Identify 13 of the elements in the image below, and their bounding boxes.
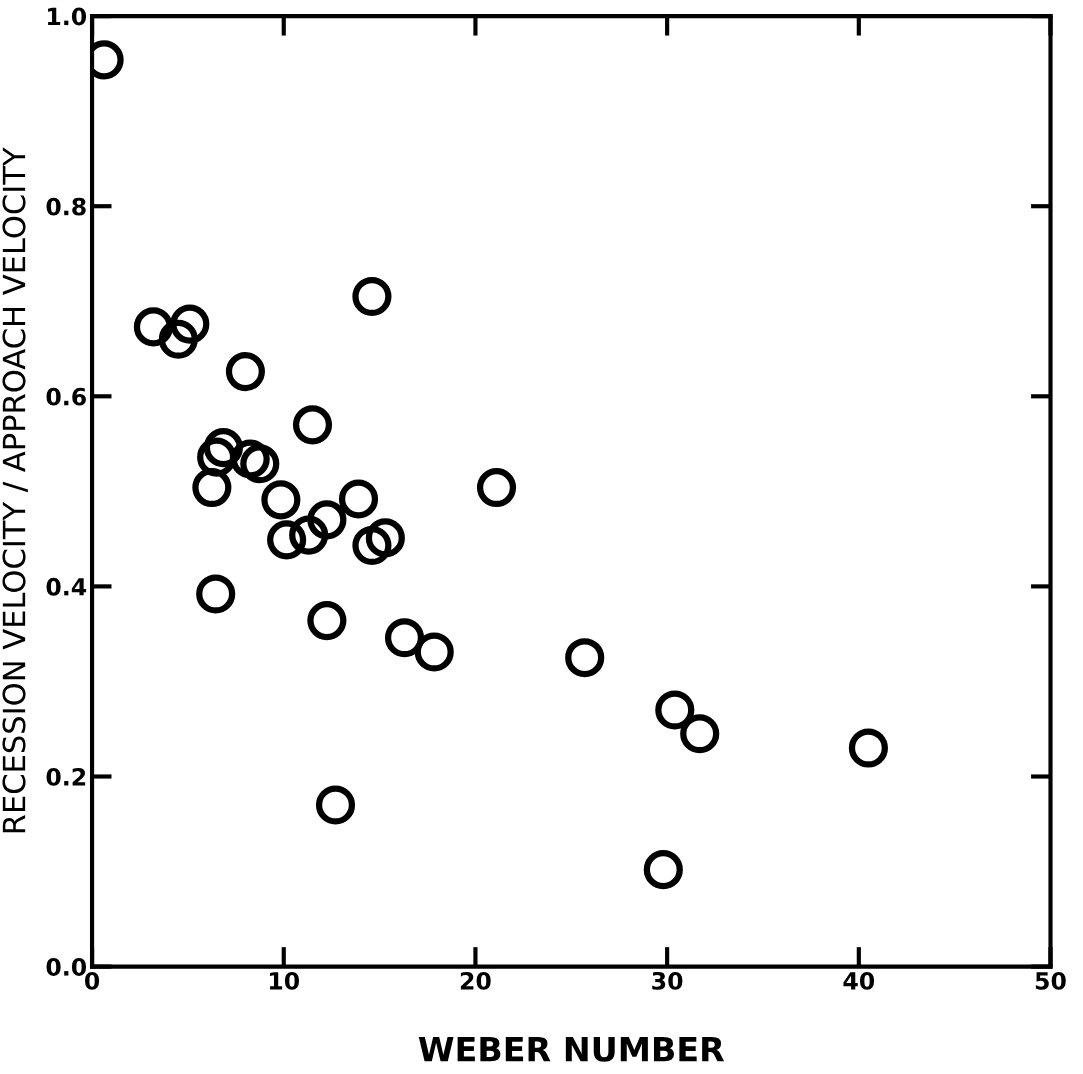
x-tick-label: 40 <box>843 971 875 990</box>
x-axis-title: WEBER NUMBER <box>418 1037 725 1062</box>
y-axis-title: RECESSION VELOCITY / APPROACH VELOCITY <box>2 147 28 833</box>
x-tick-label: 50 <box>1035 971 1066 990</box>
x-tick-label: 30 <box>652 971 683 990</box>
x-tick-label: 10 <box>269 971 300 990</box>
y-tick-label: 1.0 <box>48 7 87 26</box>
y-tick-label: 0.4 <box>46 577 87 596</box>
y-tick-label: 0.6 <box>46 387 86 406</box>
x-tick-label: 20 <box>460 971 491 990</box>
y-tick-label: 0.0 <box>46 958 87 976</box>
y-tick-label: 0.2 <box>46 767 86 786</box>
y-tick-label: 0.8 <box>46 197 86 216</box>
